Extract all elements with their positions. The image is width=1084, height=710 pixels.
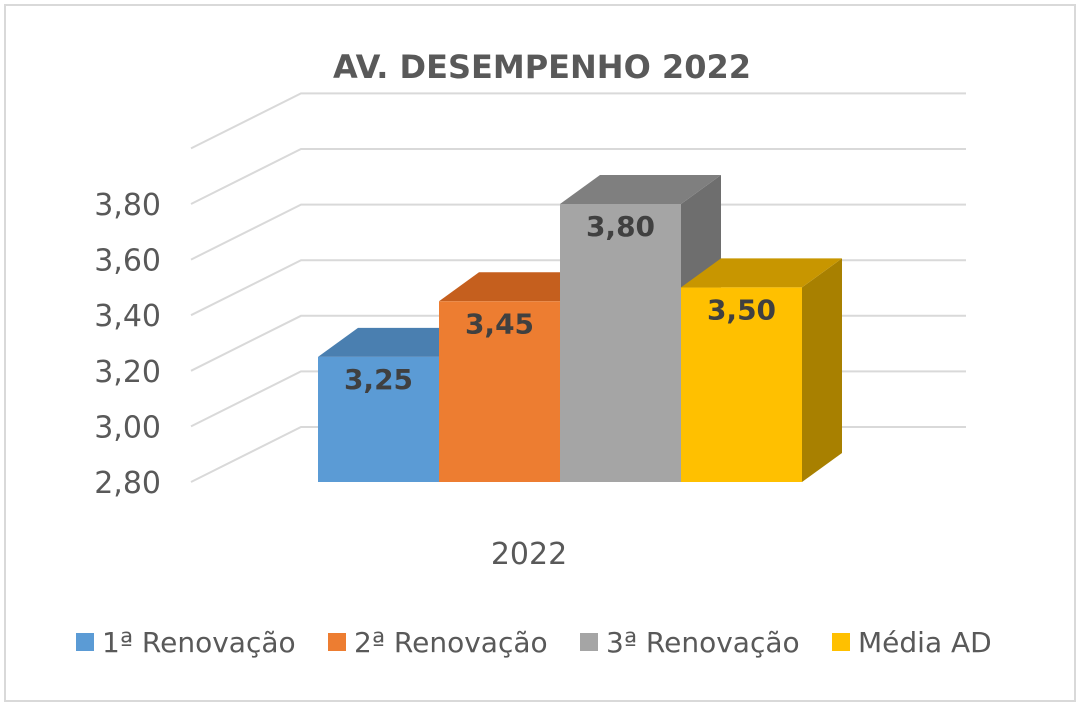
- legend-item: 1ª Renovação: [76, 626, 296, 659]
- legend-label: 3ª Renovação: [606, 626, 800, 659]
- y-tick-label: 3,80: [94, 188, 161, 223]
- legend-swatch: [580, 633, 598, 651]
- bar-front: [681, 287, 802, 482]
- data-labels: 3,25 3,45 3,80 3,50: [344, 210, 776, 396]
- y-tick-label: 3,40: [94, 299, 161, 334]
- legend-item: 2ª Renovação: [328, 626, 548, 659]
- bar-top: [318, 327, 479, 357]
- bar-front: [318, 356, 439, 482]
- x-category-label: 2022: [491, 537, 567, 572]
- gridlines: [190, 92, 966, 483]
- legend-item: Média AD: [832, 626, 992, 659]
- bar-chart: AV. DESEMPENHO 2022 2,80 3,00 3,20 3,40 3,60…: [76, 48, 992, 659]
- bar-front: [439, 301, 560, 482]
- legend-label: 1ª Renovação: [102, 626, 296, 659]
- bar-top: [439, 272, 600, 302]
- y-tick-label: 3,00: [94, 410, 161, 445]
- legend-item: 3ª Renovação: [580, 626, 800, 659]
- legend: 1ª Renovação 2ª Renovação 3ª Renovação Médi…: [76, 626, 992, 659]
- bar-top: [560, 175, 721, 204]
- legend-label: Média AD: [858, 626, 992, 659]
- data-label: 3,80: [586, 210, 655, 243]
- y-tick-label: 2,80: [94, 466, 161, 501]
- legend-swatch: [76, 633, 94, 651]
- legend-swatch: [328, 633, 346, 651]
- bars: [318, 175, 842, 482]
- legend-label: 2ª Renovação: [354, 626, 548, 659]
- data-label: 3,45: [465, 307, 534, 340]
- chart-frame: AV. DESEMPENHO 2022 2,80 3,00 3,20 3,40 3,60…: [4, 4, 1076, 702]
- gridline: [190, 203, 966, 261]
- bar-front: [560, 204, 681, 482]
- gridline: [190, 92, 966, 150]
- gridline: [190, 148, 966, 205]
- chart-title: AV. DESEMPENHO 2022: [333, 48, 751, 86]
- bar-top: [681, 258, 842, 288]
- y-tick-label: 3,60: [94, 244, 161, 279]
- y-axis-ticks: 2,80 3,00 3,20 3,40 3,60 3,80: [94, 188, 161, 501]
- bar-side: [802, 258, 842, 482]
- bar-4: [681, 258, 842, 482]
- data-label: 3,25: [344, 363, 413, 396]
- legend-swatch: [832, 633, 850, 651]
- y-tick-label: 3,20: [94, 355, 161, 390]
- data-label: 3,50: [707, 293, 776, 326]
